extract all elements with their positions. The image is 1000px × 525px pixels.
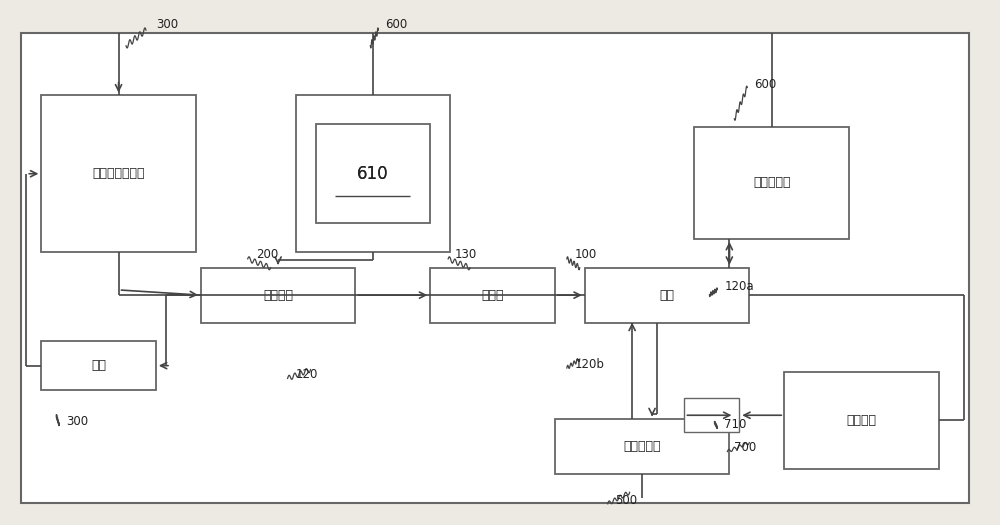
Text: 130: 130	[455, 248, 477, 261]
Text: 水分消除器: 水分消除器	[753, 176, 790, 190]
Bar	[694, 127, 849, 239]
Text: 120: 120	[296, 368, 318, 381]
Text: 主泵: 主泵	[91, 359, 106, 372]
Bar	[296, 96, 450, 252]
Text: 100: 100	[575, 248, 597, 261]
Bar	[201, 268, 355, 322]
Text: 700: 700	[734, 442, 757, 455]
Text: 610: 610	[357, 165, 389, 183]
Bar	[784, 372, 939, 469]
Text: 油罐: 油罐	[660, 289, 675, 302]
Bar	[585, 268, 749, 322]
Text: 610: 610	[357, 165, 389, 183]
Text: 600: 600	[754, 78, 777, 91]
Text: 超微泡沫生成器: 超微泡沫生成器	[92, 167, 145, 180]
Bar	[41, 341, 156, 391]
Text: 300: 300	[66, 415, 88, 428]
Bar	[430, 268, 555, 322]
Text: 710: 710	[724, 418, 747, 431]
Bar	[41, 96, 196, 252]
Text: 过滤器: 过滤器	[481, 289, 504, 302]
Bar	[684, 398, 739, 432]
Text: 120a: 120a	[724, 279, 754, 292]
Text: 粒子消除器: 粒子消除器	[623, 440, 661, 453]
Bar	[316, 124, 430, 223]
Text: 排管系统: 排管系统	[263, 289, 293, 302]
Text: 120b: 120b	[575, 358, 605, 371]
Text: 200: 200	[256, 248, 278, 261]
Text: 辅助油罐: 辅助油罐	[846, 414, 876, 427]
Text: 500: 500	[615, 494, 637, 507]
Text: 600: 600	[385, 18, 408, 31]
Text: 300: 300	[156, 18, 178, 31]
Bar	[555, 419, 729, 474]
